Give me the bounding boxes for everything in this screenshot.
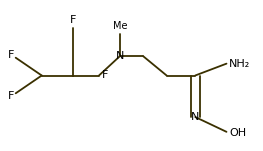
- Text: F: F: [102, 71, 108, 80]
- Text: F: F: [8, 50, 14, 60]
- Text: OH: OH: [229, 128, 246, 138]
- Text: Me: Me: [113, 21, 127, 31]
- Text: N: N: [191, 112, 199, 122]
- Text: N: N: [116, 51, 124, 61]
- Text: F: F: [8, 91, 14, 101]
- Text: NH₂: NH₂: [229, 59, 250, 69]
- Text: F: F: [70, 15, 76, 25]
